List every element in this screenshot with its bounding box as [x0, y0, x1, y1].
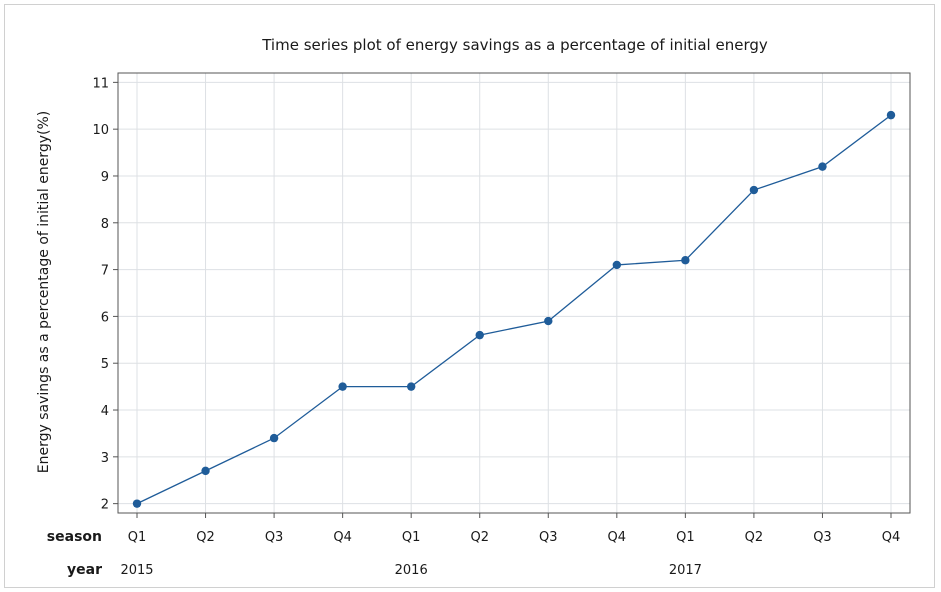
season-tick-label: Q2: [745, 530, 764, 545]
y-tick-label: 4: [101, 404, 109, 419]
data-point: [612, 260, 622, 270]
data-point: [269, 433, 279, 443]
season-tick-label: Q2: [196, 530, 215, 545]
data-point: [749, 185, 759, 195]
season-tick-label: Q4: [333, 530, 352, 545]
x-axis-ticks: Q1 Q2 Q3 Q4 Q1 Q2 Q3 Q4 Q1 Q2 Q3 Q4 2015 2016 2017: [120, 513, 900, 578]
data-point: [338, 382, 347, 391]
y-tick-label: 7: [101, 264, 109, 279]
season-tick-label: Q4: [882, 530, 901, 545]
y-tick-label: 2: [101, 498, 109, 513]
season-tick-label: Q3: [265, 530, 284, 545]
plot-area: [117, 72, 911, 514]
data-point: [681, 256, 690, 265]
chart-frame: [4, 4, 935, 588]
data-point: [475, 330, 484, 340]
y-tick-label: 10: [92, 123, 109, 138]
year-tick-label: 2016: [395, 563, 428, 578]
grid-lines: [118, 73, 910, 513]
season-tick-label: Q1: [128, 530, 147, 545]
data-point: [406, 382, 416, 391]
year-row-label: year: [67, 562, 102, 578]
season-tick-label: Q4: [608, 530, 627, 545]
y-axis-label: Energy savings as a percentage of initia…: [36, 111, 52, 473]
y-tick-label: 9: [101, 170, 109, 185]
data-point: [132, 499, 142, 508]
season-tick-label: Q3: [813, 530, 832, 545]
chart-title: Time series plot of energy savings as a …: [261, 36, 768, 54]
data-point: [886, 110, 896, 120]
y-axis-ticks: 2 3 4 5 6 7 8 9 10 11: [92, 76, 118, 513]
y-tick-label: 11: [92, 76, 109, 91]
season-tick-label: Q1: [402, 530, 421, 545]
season-tick-label: Q1: [676, 530, 695, 545]
data-point: [818, 162, 827, 171]
year-tick-label: 2015: [120, 563, 153, 578]
data-point: [544, 316, 553, 326]
y-tick-label: 5: [101, 357, 109, 372]
y-tick-label: 6: [101, 310, 109, 325]
y-tick-label: 3: [101, 451, 109, 466]
season-tick-label: Q3: [539, 530, 558, 545]
season-row-label: season: [47, 529, 102, 545]
y-tick-label: 8: [101, 217, 109, 232]
series-layer: [132, 110, 896, 508]
data-point: [201, 466, 210, 476]
season-tick-label: Q2: [470, 530, 489, 545]
series-line: [136, 114, 892, 505]
year-tick-label: 2017: [669, 563, 702, 578]
